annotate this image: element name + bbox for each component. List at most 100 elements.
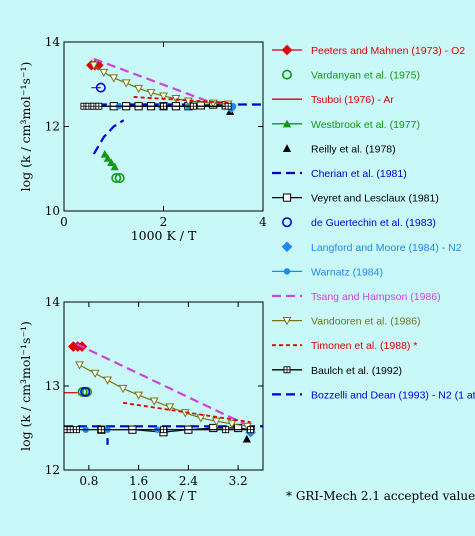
circle-open-marker	[95, 82, 106, 93]
series-line	[75, 343, 245, 425]
x-tick-label: 1.6	[129, 474, 148, 488]
legend-item: Veyret and Lesclaux (1981)	[272, 193, 439, 205]
y-tick-label: 12	[45, 120, 60, 134]
legend-item: Reilly et al. (1978)	[282, 143, 396, 155]
legend-label: Tsuboi (1976) - Ar	[311, 94, 394, 106]
y-axis-label: log (k / cm³mol⁻¹s⁻¹)	[18, 321, 33, 451]
triangle-down-open-marker	[149, 397, 159, 406]
series	[92, 119, 125, 155]
triangle-filled-marker	[110, 162, 119, 171]
legend-label: Baulch et al. (1992)	[311, 365, 402, 377]
triangle-down-open-marker	[90, 369, 100, 379]
triangle-filled-marker	[103, 154, 112, 162]
circle-open-marker	[80, 386, 91, 397]
legend-label: Peeters and Mahnen (1973) - O2	[311, 45, 465, 57]
legend-item: Bozzelli and Dean (1993) - N2 (1 atm)	[272, 389, 475, 401]
series	[80, 386, 91, 397]
legend-label: de Guertechin et al. (1983)	[311, 217, 436, 229]
legend-label: Vardanyan et al. (1975)	[311, 70, 420, 82]
legend-item: Tsuboi (1976) - Ar	[272, 94, 394, 106]
y-tick-label: 10	[45, 204, 60, 218]
legend-label: Reilly et al. (1978)	[311, 143, 396, 155]
plot-frame	[63, 301, 264, 471]
triangle-down-open-marker	[211, 417, 221, 426]
series	[80, 102, 232, 110]
diamond-filled-marker	[281, 44, 293, 56]
legend-label: Westbrook et al. (1977)	[311, 119, 420, 131]
triangle-filled-marker	[282, 144, 292, 152]
triangle-down-open-marker	[134, 84, 144, 94]
footnote: * GRI-Mech 2.1 accepted value	[286, 489, 475, 503]
x-tick-label: 3.2	[229, 474, 248, 488]
upper-chart: 0 2 4 10 12 14 1000 K / T log (k / cm³mol⁻¹s⁻¹)	[18, 35, 267, 243]
legend-item: Baulch et al. (1992)	[272, 365, 402, 377]
triangle-down-open-marker	[118, 384, 128, 394]
triangle-down-open-marker	[165, 403, 175, 412]
series	[95, 82, 106, 93]
triangle-down-open-marker	[121, 79, 131, 88]
series	[64, 426, 255, 434]
x-tick-label: 2.4	[179, 474, 198, 488]
x-axis-label: 1000 K / T	[131, 488, 197, 503]
triangle-filled-marker	[242, 434, 251, 443]
x-tick-label: 4	[259, 215, 267, 229]
plot-area	[64, 341, 263, 445]
triangle-filled-marker	[282, 119, 292, 128]
legend-label: Vandooren et al. (1986)	[311, 316, 421, 328]
legend-label: Warnatz (1984)	[311, 266, 383, 278]
legend-label: Cherian et al. (1981)	[311, 168, 407, 180]
series	[242, 434, 251, 443]
legend-label: Langford and Moore (1984) - N2	[311, 242, 462, 254]
legend-label: Timonen et al. (1988) *	[311, 340, 417, 352]
triangle-down-open-marker	[282, 317, 292, 326]
series	[133, 96, 229, 104]
series-line	[93, 57, 214, 105]
dot-filled-marker	[283, 268, 291, 275]
square-open-marker	[282, 193, 292, 202]
series	[75, 361, 252, 431]
legend-item: Peeters and Mahnen (1973) - O2	[272, 44, 465, 57]
lower-chart: 0.8 1.6 2.4 3.2 12 13 14 1000 K / T log (k / cm³…	[18, 295, 264, 503]
circle-open-marker	[281, 69, 292, 80]
series-line	[133, 96, 229, 104]
triangle-down-open-marker	[146, 89, 156, 98]
series-line	[92, 119, 125, 155]
legend-item: Tsang and Hampson (1986)	[272, 291, 441, 303]
legend-item: Timonen et al. (1988) *	[272, 340, 417, 352]
legend: Peeters and Mahnen (1973) - O2 Vardanyan …	[272, 44, 475, 401]
triangle-filled-marker	[100, 149, 109, 158]
plot-area	[80, 57, 263, 184]
x-tick-label: 0	[60, 215, 68, 229]
series	[93, 57, 214, 105]
triangle-down-open-marker	[89, 61, 99, 70]
circle-open-marker	[281, 217, 292, 228]
legend-label: Tsang and Hampson (1986)	[311, 291, 441, 303]
y-tick-label: 13	[45, 379, 60, 393]
triangle-down-open-marker	[99, 68, 109, 78]
legend-item: Langford and Moore (1984) - N2	[281, 241, 462, 254]
series	[122, 401, 251, 424]
triangle-down-open-marker	[75, 361, 84, 370]
triangle-down-open-marker	[227, 420, 237, 429]
x-tick-label: 2	[160, 215, 168, 229]
legend-item: de Guertechin et al. (1983)	[281, 217, 436, 229]
y-tick-label: 14	[45, 295, 61, 309]
series	[111, 173, 125, 184]
legend-item: Vardanyan et al. (1975)	[281, 69, 420, 82]
x-tick-label: 0.8	[79, 474, 98, 488]
circle-open-marker	[111, 173, 122, 184]
x-axis-label: 1000 K / T	[131, 228, 197, 243]
legend-item: Westbrook et al. (1977)	[272, 119, 420, 131]
legend-label: Veyret and Lesclaux (1981)	[311, 193, 439, 205]
triangle-down-open-marker	[109, 74, 119, 83]
series	[100, 149, 119, 171]
y-tick-label: 12	[45, 463, 60, 477]
y-axis-label: log (k / cm³mol⁻¹s⁻¹)	[18, 62, 33, 192]
diamond-filled-marker	[281, 241, 293, 253]
circle-open-marker	[114, 173, 125, 184]
triangle-down-open-marker	[159, 92, 168, 101]
legend-item: Vandooren et al. (1986)	[272, 316, 421, 328]
y-tick-label: 14	[45, 35, 61, 49]
legend-label: Bozzelli and Dean (1993) - N2 (1 atm)	[311, 389, 475, 401]
